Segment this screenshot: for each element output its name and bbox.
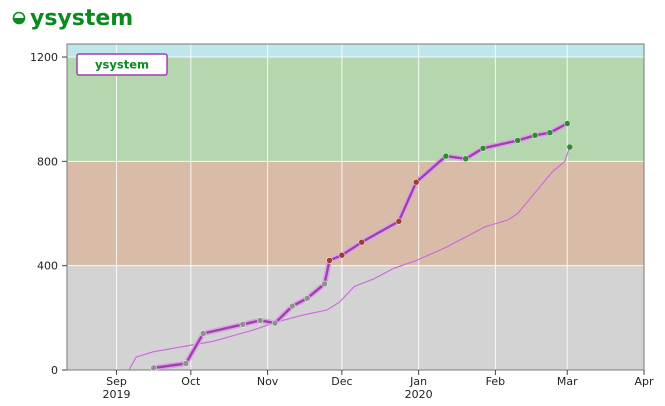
ysystem-point-12[interactable]: [395, 218, 403, 225]
ysystem-point-13[interactable]: [412, 178, 420, 186]
ysystem-point-18[interactable]: [531, 132, 539, 139]
legend-entry-0[interactable]: ysystem: [95, 58, 149, 72]
ysystem-point-15[interactable]: [462, 155, 469, 163]
ysystem-point-9[interactable]: [326, 257, 333, 264]
half-circle-icon: [12, 11, 26, 25]
ysystem-point-19[interactable]: [546, 129, 554, 136]
page-title-text: ysystem: [30, 5, 134, 31]
ysystem-point-10[interactable]: [338, 251, 346, 259]
x-tick-label-7: Apr: [634, 375, 654, 388]
ysystem-point-11[interactable]: [358, 238, 365, 246]
x-tick-sublabel-0: 2019: [103, 388, 131, 401]
x-tick-label-0: Sep: [106, 375, 127, 388]
y-tick-label-1: 400: [37, 260, 58, 273]
ysystem-point-8[interactable]: [321, 280, 328, 288]
x-tick-label-3: Dec: [331, 375, 352, 388]
ysystem-point-6[interactable]: [289, 302, 296, 310]
x-tick-label-5: Feb: [486, 375, 505, 388]
band-3: [67, 44, 644, 58]
ysystem-point-0[interactable]: [150, 364, 157, 372]
legend: ysystem: [76, 53, 168, 76]
ysystem-point-5[interactable]: [271, 319, 279, 327]
series-layer: [128, 120, 573, 372]
ysystem-point-4[interactable]: [256, 317, 264, 324]
y-tick-label-0: 0: [51, 364, 58, 377]
ysystem-point-16[interactable]: [479, 145, 487, 152]
ysystem-point-20[interactable]: [563, 120, 571, 127]
x-tick-label-6: Mar: [557, 375, 578, 388]
y-tick-label-3: 1200: [30, 51, 58, 64]
y-tick-label-2: 800: [37, 155, 58, 168]
ysystem-point-1[interactable]: [182, 360, 190, 367]
x-tick-label-1: Oct: [181, 375, 201, 388]
x-tick-sublabel-4: 2020: [405, 388, 433, 401]
band-1: [67, 161, 644, 266]
ysystem-point-3[interactable]: [239, 321, 247, 328]
ysystem-point-14[interactable]: [442, 152, 450, 160]
background-bands: [67, 44, 644, 370]
ysystem-point-17[interactable]: [514, 137, 521, 144]
y-axis: 0 400 800 1200: [30, 51, 67, 377]
band-0: [67, 265, 644, 370]
series-secondary-line: [128, 146, 571, 371]
ysystem-point-2[interactable]: [199, 330, 207, 337]
legend-box: [76, 53, 168, 76]
plot-frame: [66, 43, 645, 371]
x-tick-label-4: Jan: [409, 375, 427, 388]
page-title: ysystem: [12, 4, 133, 32]
x-tick-label-2: Nov: [257, 375, 279, 388]
series-secondary-end-point: [567, 144, 573, 150]
ysystem-point-7[interactable]: [303, 295, 311, 302]
